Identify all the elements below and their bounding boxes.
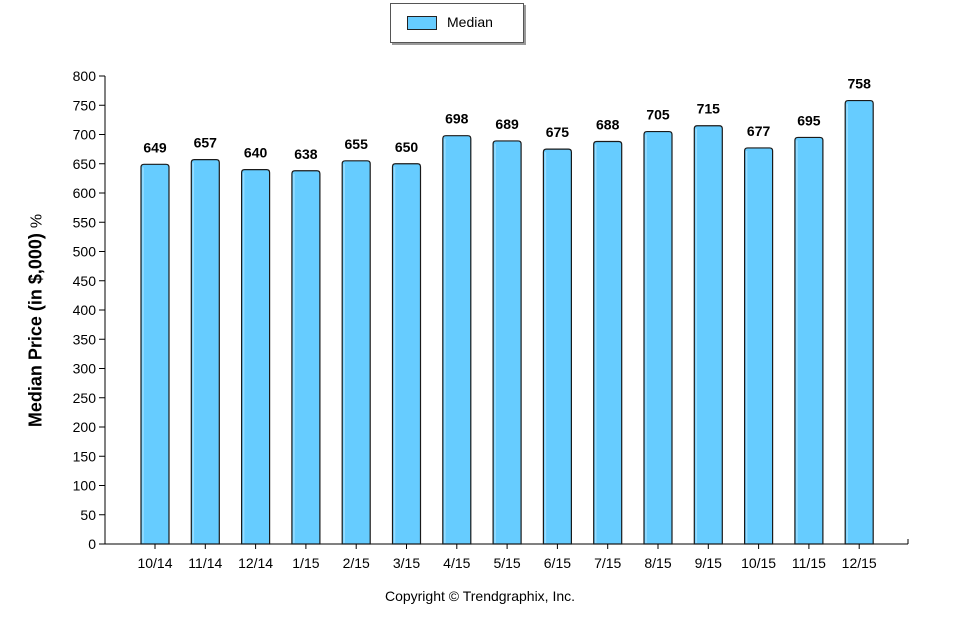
bar (492, 140, 522, 545)
x-tick-label: 2/15 (343, 555, 370, 571)
y-tick-label: 400 (73, 302, 97, 318)
legend-swatch (407, 16, 437, 30)
x-tick-label: 3/15 (393, 555, 420, 571)
y-tick-label: 500 (73, 244, 97, 260)
x-tick-label: 1/15 (292, 555, 319, 571)
x-tick-label: 12/15 (842, 555, 877, 571)
bar (241, 169, 271, 545)
data-label: 649 (143, 139, 167, 155)
x-tick-label: 10/15 (741, 555, 776, 571)
y-tick-label: 600 (73, 185, 97, 201)
x-tick-label: 10/14 (137, 555, 172, 571)
bar (794, 136, 824, 545)
copyright-footer: Copyright © Trendgraphix, Inc. (384, 588, 576, 604)
bar (593, 140, 623, 545)
y-tick-label: 650 (73, 156, 97, 172)
y-tick-label: 200 (73, 419, 97, 435)
x-tick-label: 5/15 (493, 555, 520, 571)
x-tick-label: 4/15 (443, 555, 470, 571)
y-tick-label: 0 (88, 536, 96, 552)
bar (693, 125, 723, 545)
y-tick-label: 750 (73, 97, 97, 113)
bar (442, 135, 472, 545)
data-label: 705 (646, 107, 670, 123)
data-label: 638 (294, 146, 318, 162)
y-tick-label: 300 (73, 361, 97, 377)
data-label: 758 (848, 76, 872, 92)
data-label: 640 (244, 145, 268, 161)
x-tick-label: 9/15 (695, 555, 722, 571)
data-label: 689 (495, 116, 519, 132)
data-label: 655 (345, 136, 369, 152)
bar (542, 148, 572, 545)
bar (844, 99, 874, 545)
data-label: 688 (596, 117, 620, 133)
data-label: 677 (747, 123, 771, 139)
data-label: 715 (697, 101, 721, 117)
y-tick-label: 800 (73, 68, 97, 84)
y-tick-label: 450 (73, 273, 97, 289)
x-tick-label: 11/15 (792, 555, 826, 571)
y-tick-label: 250 (73, 390, 97, 406)
bar (643, 130, 673, 545)
y-tick-label: 150 (73, 448, 97, 464)
y-tick-label: 700 (73, 127, 97, 143)
x-tick-label: 6/15 (544, 555, 571, 571)
x-tick-label: 7/15 (594, 555, 621, 571)
bar (744, 147, 774, 545)
bar (391, 163, 422, 545)
data-label: 698 (445, 111, 469, 127)
y-tick-label: 350 (73, 331, 97, 347)
data-label: 675 (546, 124, 570, 140)
bar (140, 163, 170, 545)
x-tick-label: 11/14 (188, 555, 222, 571)
data-label: 695 (797, 112, 821, 128)
y-tick-label: 50 (80, 507, 96, 523)
bar (190, 159, 220, 545)
x-tick-label: 12/14 (238, 555, 273, 571)
data-label: 657 (194, 135, 218, 151)
data-label: 650 (395, 139, 419, 155)
x-tick-label: 8/15 (644, 555, 671, 571)
y-tick-label: 100 (73, 478, 97, 494)
chart-legend: Median (390, 3, 524, 43)
legend-label: Median (447, 14, 493, 30)
bar (341, 160, 371, 545)
y-tick-label: 550 (73, 214, 97, 230)
bar (291, 170, 321, 545)
